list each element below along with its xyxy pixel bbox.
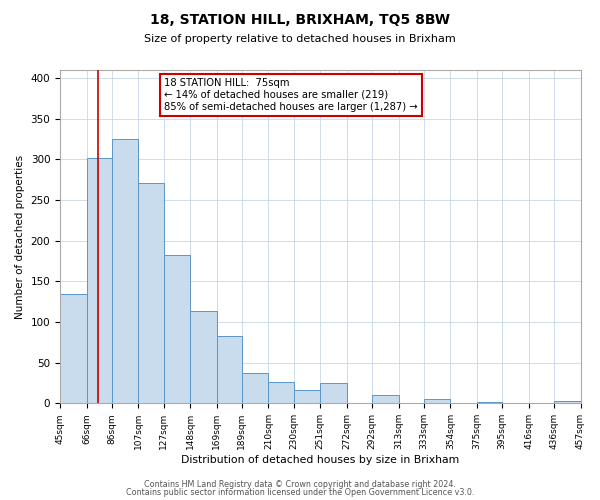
X-axis label: Distribution of detached houses by size in Brixham: Distribution of detached houses by size …	[181, 455, 460, 465]
Bar	[242, 374, 268, 404]
Text: 18, STATION HILL, BRIXHAM, TQ5 8BW: 18, STATION HILL, BRIXHAM, TQ5 8BW	[150, 12, 450, 26]
Bar	[477, 402, 502, 404]
Bar	[320, 383, 347, 404]
Bar	[554, 401, 581, 404]
Text: Size of property relative to detached houses in Brixham: Size of property relative to detached ho…	[144, 34, 456, 43]
Bar	[60, 294, 86, 404]
Text: Contains public sector information licensed under the Open Government Licence v3: Contains public sector information licen…	[126, 488, 474, 497]
Bar	[86, 158, 112, 404]
Y-axis label: Number of detached properties: Number of detached properties	[15, 154, 25, 318]
Bar	[164, 256, 190, 404]
Bar	[294, 390, 320, 404]
Bar	[190, 312, 217, 404]
Bar	[139, 183, 164, 404]
Bar	[372, 395, 398, 404]
Bar	[112, 139, 139, 404]
Bar	[217, 336, 242, 404]
Text: Contains HM Land Registry data © Crown copyright and database right 2024.: Contains HM Land Registry data © Crown c…	[144, 480, 456, 489]
Bar	[424, 400, 451, 404]
Text: 18 STATION HILL:  75sqm
← 14% of detached houses are smaller (219)
85% of semi-d: 18 STATION HILL: 75sqm ← 14% of detached…	[164, 78, 418, 112]
Bar	[268, 382, 294, 404]
